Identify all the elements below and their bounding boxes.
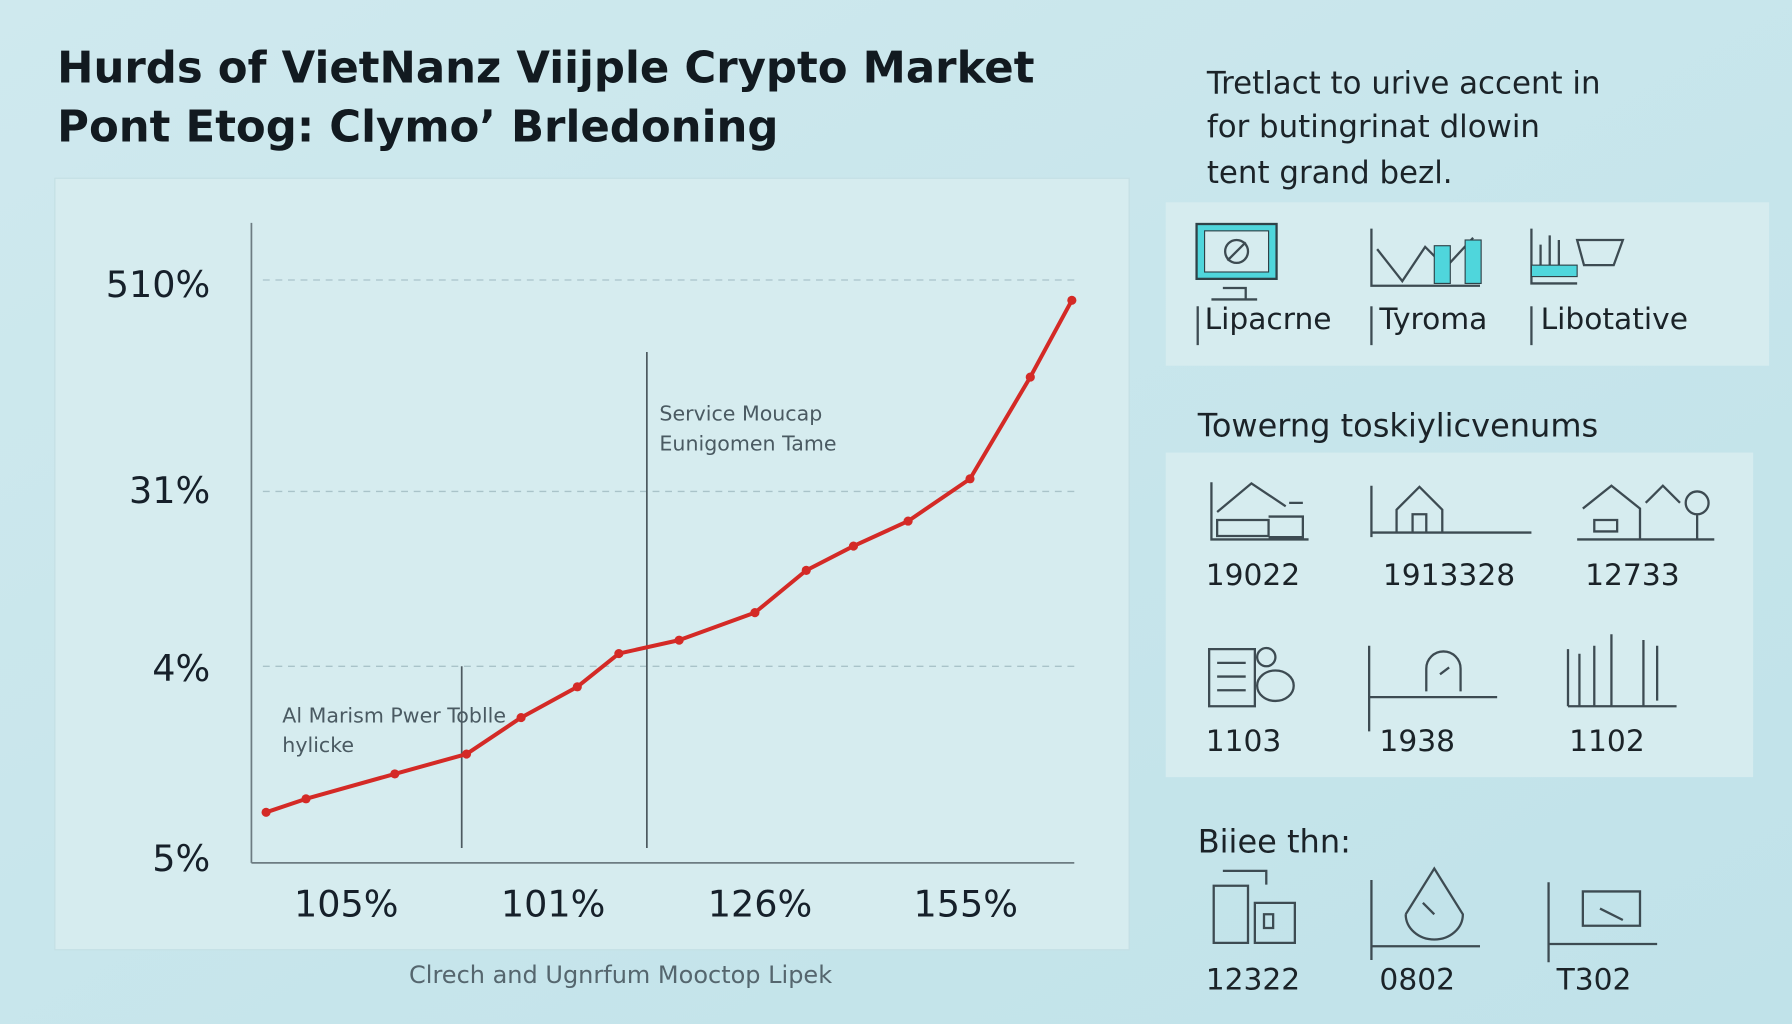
y-axis-label: 4%	[152, 647, 210, 690]
point	[1067, 295, 1077, 305]
intro-line: Tretlact to urive accent in	[1206, 66, 1601, 102]
tool-label: Libotative	[1541, 302, 1688, 337]
point	[674, 635, 684, 645]
point	[572, 682, 582, 692]
chart: 510% 31% 4% 5% 105% 101% 126% 155% Service Mouca…	[106, 263, 1077, 926]
point	[903, 516, 913, 526]
y-axis-label: 5%	[152, 837, 210, 880]
annotation: Al Marism Pwer Toblle	[282, 703, 506, 727]
tool-icons	[1195, 222, 1625, 346]
point	[301, 794, 311, 804]
item-value: 12733	[1585, 558, 1680, 593]
point	[965, 474, 975, 484]
intro-line: tent grand bezl.	[1207, 155, 1453, 191]
chart-panel	[54, 177, 1130, 951]
annotation: Service Moucap	[659, 402, 822, 426]
item-value: T302	[1556, 963, 1632, 998]
tool-label: Tyroma	[1378, 302, 1487, 337]
x-axis-label: 126%	[708, 883, 813, 926]
intro-line: for butingrinat dlowin	[1207, 109, 1540, 145]
x-axis-label: 105%	[294, 883, 399, 926]
x-axis-label: 155%	[913, 883, 1018, 926]
point	[261, 807, 271, 817]
y-axis-label: 31%	[129, 469, 210, 512]
point	[801, 565, 811, 575]
item-value: 1102	[1569, 724, 1645, 759]
point	[1025, 372, 1035, 382]
section-title: Towerng toskiylicvenums	[1197, 407, 1598, 445]
title-line: Pont Etog: Clymo’ Brledoning	[57, 103, 778, 153]
title-line: Hurds of VietNanz Viijple Crypto Market	[57, 43, 1034, 93]
tool-label: Lipacrne	[1205, 302, 1332, 337]
section-title: Biiee thn:	[1198, 823, 1351, 861]
item-value: 1938	[1379, 724, 1455, 759]
item-value: 19022	[1206, 558, 1301, 593]
point	[750, 608, 760, 618]
point	[516, 713, 526, 723]
point	[390, 769, 400, 779]
item-value: 1913328	[1383, 558, 1515, 593]
section-panel	[1165, 452, 1754, 778]
point	[614, 649, 624, 659]
footer: Clrech and Ugnrfum Mooctop Lipek	[409, 961, 832, 989]
section-icons	[1208, 482, 1715, 732]
item-value: 0802	[1379, 963, 1455, 998]
y-axis-label: 510%	[106, 263, 211, 306]
section-icons	[1212, 866, 1658, 963]
annotation: hylicke	[282, 733, 354, 757]
point	[461, 749, 472, 759]
annotation: Eunigomen Tame	[659, 431, 836, 455]
x-axis-label: 101%	[501, 883, 606, 926]
item-value: 12322	[1206, 963, 1301, 998]
item-value: 1103	[1206, 724, 1282, 759]
point	[848, 541, 859, 551]
